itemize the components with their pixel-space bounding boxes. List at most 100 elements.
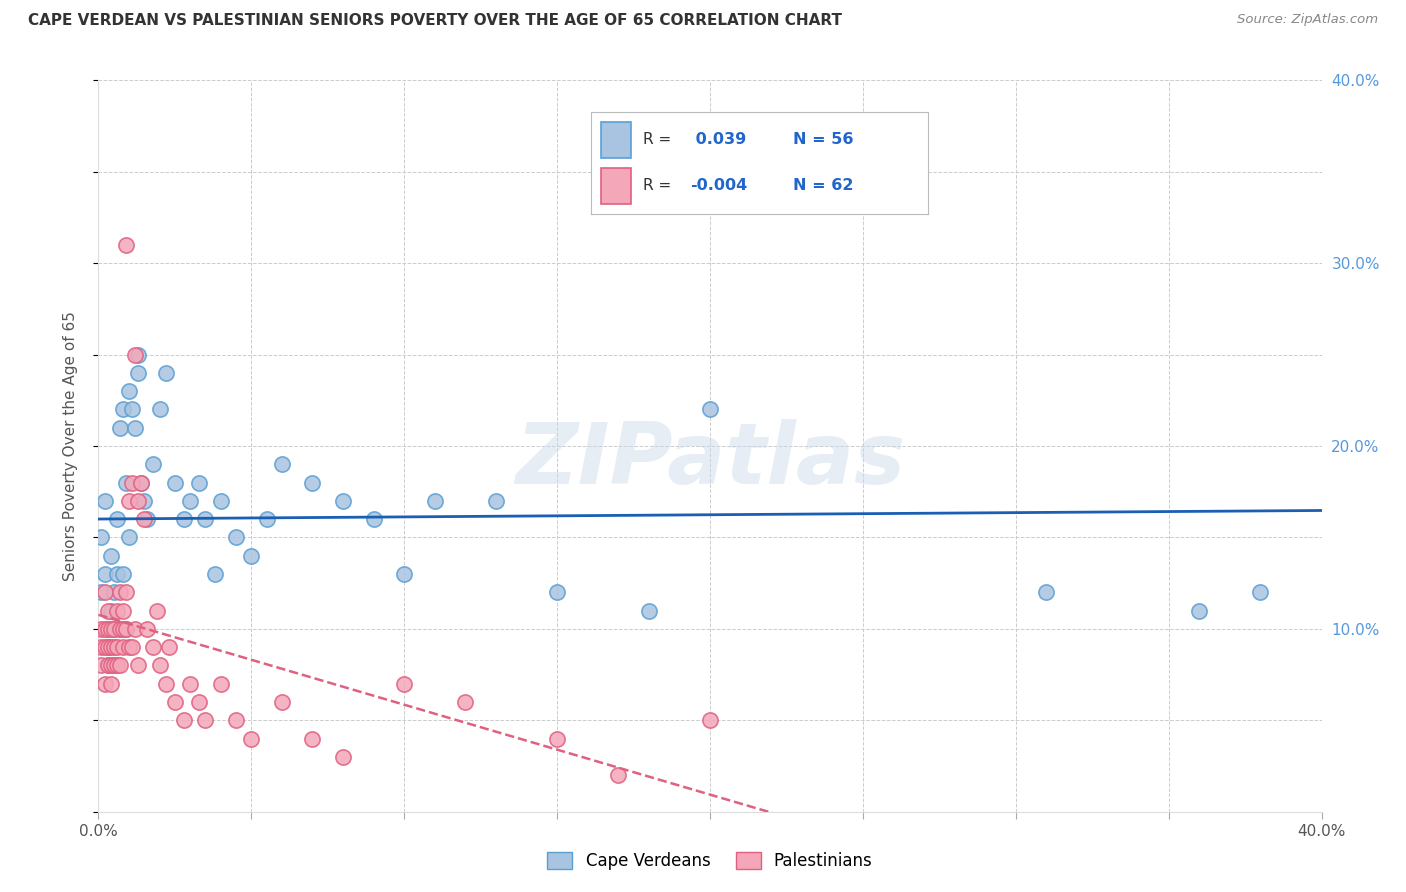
Point <box>155 676 177 690</box>
Point <box>124 421 146 435</box>
Point <box>546 731 568 746</box>
Point <box>142 458 165 472</box>
Point <box>100 658 122 673</box>
Point <box>90 622 112 636</box>
Point <box>194 512 217 526</box>
Point <box>163 475 186 490</box>
Point <box>134 512 156 526</box>
Point <box>121 475 143 490</box>
Point <box>93 567 115 582</box>
Point <box>173 714 195 728</box>
Point <box>699 714 721 728</box>
Point <box>100 603 122 617</box>
FancyBboxPatch shape <box>600 168 631 204</box>
Text: 0.039: 0.039 <box>690 132 747 147</box>
Point <box>97 603 120 617</box>
Point <box>256 512 278 526</box>
Point <box>124 622 146 636</box>
Text: N = 56: N = 56 <box>793 132 853 147</box>
FancyBboxPatch shape <box>600 122 631 158</box>
Point <box>240 731 263 746</box>
Point <box>363 512 385 526</box>
Point <box>97 640 120 655</box>
Point <box>392 676 416 690</box>
Point <box>118 384 141 399</box>
Point <box>118 640 141 655</box>
Point <box>142 640 165 655</box>
Point <box>179 493 201 508</box>
Point <box>103 585 125 599</box>
Point <box>124 348 146 362</box>
Point <box>121 402 143 417</box>
Point <box>115 238 138 252</box>
Point <box>108 585 131 599</box>
Point <box>129 475 152 490</box>
Text: Source: ZipAtlas.com: Source: ZipAtlas.com <box>1237 13 1378 27</box>
Point <box>179 676 201 690</box>
Point <box>108 622 131 636</box>
Point <box>1035 585 1057 599</box>
Point <box>134 493 156 508</box>
Point <box>637 603 661 617</box>
Y-axis label: Seniors Poverty Over the Age of 65: Seniors Poverty Over the Age of 65 <box>63 311 77 581</box>
Point <box>188 695 211 709</box>
Point <box>155 366 177 380</box>
Point <box>149 658 172 673</box>
Point <box>301 475 323 490</box>
Point <box>97 622 120 636</box>
Point <box>100 622 122 636</box>
Point <box>111 402 134 417</box>
Point <box>111 567 134 582</box>
Point <box>194 714 217 728</box>
Point <box>332 493 354 508</box>
Point <box>1249 585 1271 599</box>
Point <box>93 585 115 599</box>
Point <box>93 676 115 690</box>
Point <box>90 585 112 599</box>
Point <box>145 603 167 617</box>
Point <box>852 165 875 179</box>
Point <box>108 622 131 636</box>
Point <box>1188 603 1211 617</box>
Point <box>163 695 186 709</box>
Text: R =: R = <box>643 178 671 194</box>
Point <box>209 676 232 690</box>
Text: CAPE VERDEAN VS PALESTINIAN SENIORS POVERTY OVER THE AGE OF 65 CORRELATION CHART: CAPE VERDEAN VS PALESTINIAN SENIORS POVE… <box>28 13 842 29</box>
Point <box>108 658 131 673</box>
Point <box>129 475 152 490</box>
Point <box>105 658 128 673</box>
Point <box>188 475 211 490</box>
Point <box>485 493 508 508</box>
Point <box>118 493 141 508</box>
Point <box>332 749 354 764</box>
Point <box>100 549 122 563</box>
Point <box>209 493 232 508</box>
Legend: Cape Verdeans, Palestinians: Cape Verdeans, Palestinians <box>541 845 879 877</box>
Text: -0.004: -0.004 <box>690 178 748 194</box>
Point <box>204 567 226 582</box>
Text: R =: R = <box>643 132 671 147</box>
Point <box>93 640 115 655</box>
Point <box>115 622 138 636</box>
Point <box>546 585 568 599</box>
Point <box>100 640 122 655</box>
Point <box>105 512 128 526</box>
Point <box>115 475 138 490</box>
Point <box>115 622 138 636</box>
Point <box>105 603 128 617</box>
Point <box>270 458 292 472</box>
Point <box>225 714 247 728</box>
Point <box>93 493 115 508</box>
Point <box>454 695 477 709</box>
Point <box>127 658 149 673</box>
Point <box>127 348 149 362</box>
Point <box>607 768 630 782</box>
Text: ZIPatlas: ZIPatlas <box>515 419 905 502</box>
Point <box>121 640 143 655</box>
Point <box>115 585 138 599</box>
Point <box>423 493 446 508</box>
Point <box>136 512 159 526</box>
Point <box>97 640 120 655</box>
Point <box>93 622 115 636</box>
Point <box>149 402 172 417</box>
